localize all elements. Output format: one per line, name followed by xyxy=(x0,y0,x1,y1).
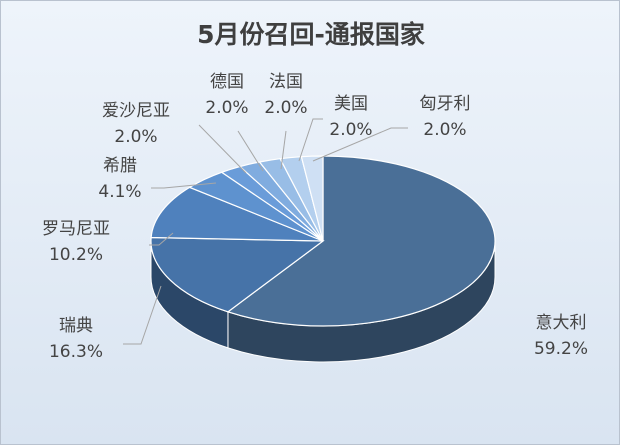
leader-line-6 xyxy=(280,130,287,170)
chart-title: 5月份召回-通报国家 xyxy=(197,20,425,49)
slice-value-3: 4.1% xyxy=(98,182,141,202)
slice-label-6: 法国 xyxy=(269,72,303,92)
slice-label-1: 瑞典 xyxy=(59,316,93,336)
slice-label-4: 爱沙尼亚 xyxy=(102,101,170,121)
pie-slices xyxy=(150,155,496,327)
slice-label-2: 罗马尼亚 xyxy=(42,219,110,239)
leader-line-4 xyxy=(198,124,247,174)
slice-value-7: 2.0% xyxy=(329,120,372,140)
slice-value-2: 10.2% xyxy=(49,245,103,265)
slice-label-5: 德国 xyxy=(210,72,244,92)
leader-line-7 xyxy=(298,118,323,162)
slice-value-8: 2.0% xyxy=(423,120,466,140)
leader-line-3 xyxy=(151,182,217,189)
slice-value-0: 59.2% xyxy=(534,339,588,359)
leader-line-8 xyxy=(312,127,408,162)
slice-value-1: 16.3% xyxy=(49,342,103,362)
leader-line-1 xyxy=(123,285,162,345)
slice-label-0: 意大利 xyxy=(536,313,587,333)
pie-slice-0 xyxy=(226,155,496,327)
pie-slice-8 xyxy=(300,155,324,242)
leader-line-5 xyxy=(237,130,264,172)
slice-value-5: 2.0% xyxy=(205,98,248,118)
slice-value-6: 2.0% xyxy=(264,98,307,118)
slice-label-8: 匈牙利 xyxy=(420,94,471,114)
slice-label-7: 美国 xyxy=(334,94,368,114)
pie-slice-2 xyxy=(150,186,324,242)
slice-value-4: 2.0% xyxy=(114,127,157,147)
pie-labels: 意大利 59.2% 瑞典 16.3% 罗马尼亚 10.2% 希腊 4.1% 爱沙尼亚 2.0% 德国… xyxy=(42,72,588,362)
leader-line-2 xyxy=(149,232,174,246)
slice-label-3: 希腊 xyxy=(103,156,137,176)
